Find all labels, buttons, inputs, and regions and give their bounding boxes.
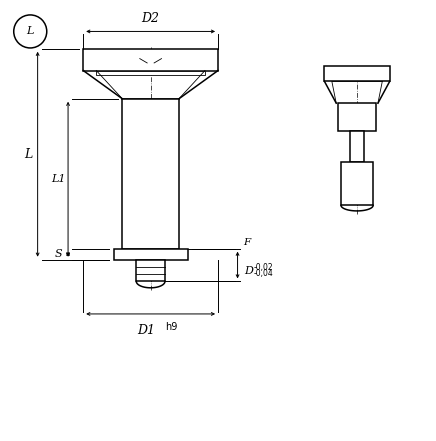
Text: D2: D2	[142, 12, 160, 25]
Text: D: D	[244, 265, 253, 276]
Bar	[83, 49, 218, 71]
Bar	[123, 99, 179, 249]
Bar	[341, 162, 373, 206]
Bar	[324, 66, 390, 82]
Text: -0,04: -0,04	[254, 269, 273, 278]
Bar	[114, 249, 187, 260]
Bar	[136, 260, 165, 281]
Bar	[338, 103, 376, 131]
Text: L: L	[27, 26, 34, 37]
Text: S: S	[54, 249, 62, 259]
Text: L: L	[24, 148, 32, 161]
Text: h9: h9	[165, 322, 177, 332]
Bar	[350, 131, 364, 162]
Text: -0,02: -0,02	[254, 263, 273, 272]
Text: F: F	[243, 238, 250, 247]
Text: D1: D1	[137, 324, 155, 336]
Text: L1: L1	[51, 174, 66, 184]
Bar	[96, 71, 205, 75]
